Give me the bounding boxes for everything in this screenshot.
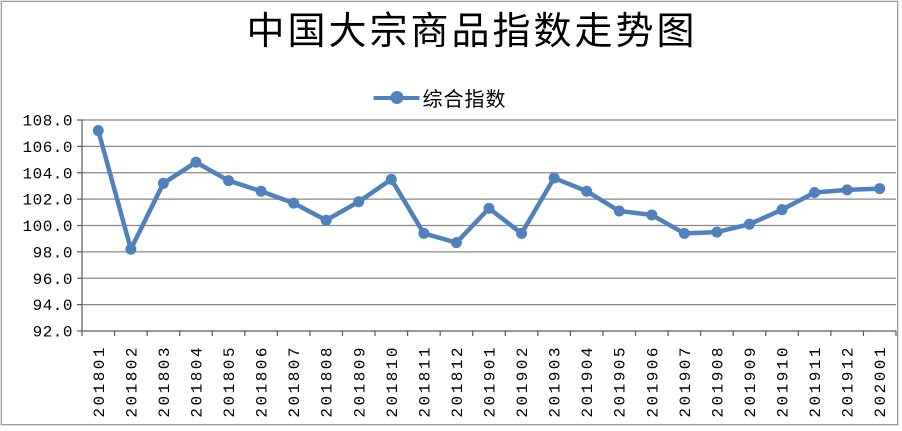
data-point[interactable]: [255, 185, 267, 197]
x-tick-label: 201803: [156, 345, 174, 418]
data-point[interactable]: [809, 187, 821, 199]
x-tick-label: 201910: [775, 345, 793, 418]
x-tick-label: 201902: [514, 345, 532, 418]
data-point[interactable]: [157, 177, 169, 189]
x-tick-label: 201905: [612, 345, 630, 418]
y-tick-label: 108.0: [22, 113, 73, 131]
x-tick-label: 201811: [416, 345, 434, 418]
x-tick-label: 201901: [482, 345, 500, 418]
data-point[interactable]: [874, 183, 886, 195]
data-point[interactable]: [776, 204, 788, 216]
data-point[interactable]: [548, 172, 560, 184]
x-tick-label: 201909: [742, 345, 760, 418]
x-tick-label: 201904: [579, 345, 597, 418]
legend-dot-icon: [390, 91, 403, 104]
data-point[interactable]: [450, 237, 462, 249]
x-tick-label: 201804: [188, 345, 206, 418]
data-point[interactable]: [581, 185, 593, 197]
y-tick-label: 106.0: [22, 139, 73, 157]
data-point[interactable]: [711, 226, 723, 238]
x-tick-label: 201812: [449, 345, 467, 418]
data-point[interactable]: [125, 243, 137, 255]
data-point[interactable]: [353, 196, 365, 208]
y-tick-label: 94.0: [33, 297, 73, 315]
x-tick-label: 201912: [840, 345, 858, 418]
x-tick-label: 201806: [254, 345, 272, 418]
legend-line-marker-icon: [373, 87, 420, 109]
data-line[interactable]: [96, 128, 882, 252]
x-tick-label: 201908: [709, 345, 727, 418]
x-tick-label: 201802: [123, 345, 141, 418]
data-point[interactable]: [223, 175, 235, 187]
x-tick-label: 201906: [644, 345, 662, 418]
data-point[interactable]: [743, 218, 755, 230]
y-tick-label: 98.0: [33, 244, 73, 262]
data-point[interactable]: [613, 205, 625, 217]
data-point[interactable]: [418, 227, 430, 239]
x-tick-label: 201801: [91, 345, 109, 418]
legend-series-label: 综合指数: [422, 87, 507, 111]
data-point[interactable]: [385, 173, 397, 185]
data-point[interactable]: [92, 125, 104, 137]
data-point[interactable]: [320, 214, 332, 226]
data-point[interactable]: [483, 202, 495, 214]
x-tick-label: 201808: [319, 345, 337, 418]
y-tick-label: 102.0: [22, 192, 73, 210]
data-point[interactable]: [288, 197, 300, 209]
chart-title: 中国大宗商品指数走势图: [246, 9, 698, 53]
x-tick-label: 201907: [677, 345, 695, 418]
x-tick-label: 201903: [547, 345, 565, 418]
data-point[interactable]: [678, 227, 690, 239]
legend[interactable]: 综合指数: [373, 83, 507, 112]
x-tick-label: 201805: [221, 345, 239, 418]
x-tick-label: 201810: [384, 345, 402, 418]
x-tick-label: 201911: [807, 345, 825, 418]
x-tick-label: 201809: [351, 345, 369, 418]
y-tick-label: 96.0: [33, 271, 73, 289]
data-point[interactable]: [190, 156, 202, 168]
y-tick-label: 100.0: [22, 218, 73, 236]
data-point[interactable]: [841, 184, 853, 196]
data-point[interactable]: [516, 227, 528, 239]
y-tick-label: 104.0: [22, 165, 73, 183]
data-point[interactable]: [646, 209, 658, 221]
x-tick-label: 202001: [872, 345, 890, 418]
y-tick-label: 92.0: [33, 324, 73, 342]
x-tick-label: 201807: [286, 345, 304, 418]
